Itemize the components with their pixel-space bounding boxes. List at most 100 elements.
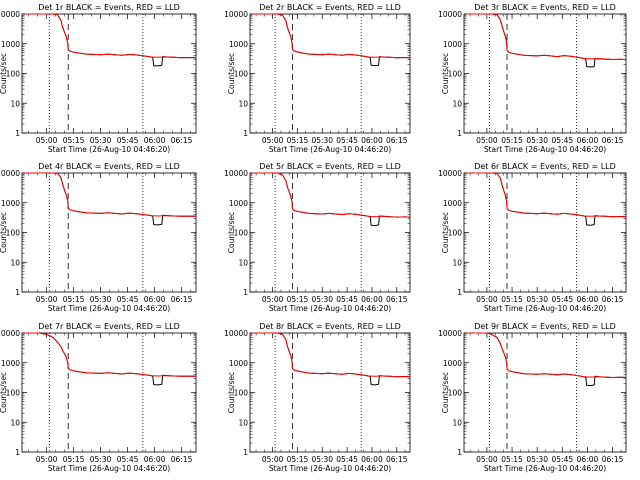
series-line-lld xyxy=(25,332,197,377)
plot-frame xyxy=(463,332,627,453)
y-tick-label: 100 xyxy=(234,229,249,238)
y-tick-label: 100 xyxy=(234,70,249,79)
x-tick-label: 05:00 xyxy=(476,136,498,145)
plot-frame xyxy=(21,13,197,134)
y-axis-label: Counts/sec xyxy=(227,53,236,94)
y-axis-label: Counts/sec xyxy=(0,53,8,94)
y-tick-label: 1000 xyxy=(1,40,20,49)
y-tick-label: 1000 xyxy=(1,199,20,208)
y-tick-label: 1 xyxy=(15,129,20,138)
y-tick-label: 10000 xyxy=(0,329,20,338)
x-tick-label: 05:30 xyxy=(90,455,112,464)
y-tick-label: 10 xyxy=(10,258,20,267)
x-tick-label: 05:45 xyxy=(552,136,574,145)
x-tick-label: 05:15 xyxy=(501,455,523,464)
y-tick-label: 100 xyxy=(448,70,463,79)
y-tick-label: 10 xyxy=(10,99,20,108)
x-axis-label: Start Time (26-Aug-10 04:46:20) xyxy=(48,145,170,154)
series-line-lld xyxy=(252,13,411,59)
y-tick-label: 10000 xyxy=(0,10,20,19)
plot-frame xyxy=(249,172,411,293)
x-tick-label: 05:15 xyxy=(501,295,523,304)
x-tick-label: 05:45 xyxy=(336,136,358,145)
y-tick-label: 10 xyxy=(452,99,462,108)
plot-frame xyxy=(463,172,627,293)
series-line-lld xyxy=(252,172,411,218)
x-axis-label: Start Time (26-Aug-10 04:46:20) xyxy=(269,304,391,313)
x-tick-label: 05:45 xyxy=(117,136,139,145)
series-line-events xyxy=(25,332,197,386)
y-tick-label: 1 xyxy=(243,288,248,297)
series-line-lld xyxy=(25,172,197,217)
detector-panel-2: Det 2r BLACK = Events, RED = LLD 1 10 100 10… xyxy=(224,3,411,154)
y-tick-label: 10 xyxy=(238,418,248,427)
x-tick-label: 06:00 xyxy=(577,136,599,145)
x-tick-label: 06:00 xyxy=(361,455,383,464)
x-tick-label: 05:15 xyxy=(63,295,85,304)
x-tick-label: 05:45 xyxy=(552,295,574,304)
x-tick-label: 05:30 xyxy=(90,136,112,145)
series-line-events xyxy=(466,172,627,226)
series-line-lld xyxy=(466,332,627,378)
x-tick-label: 05:45 xyxy=(117,295,139,304)
x-tick-label: 06:00 xyxy=(144,295,166,304)
y-tick-label: 100 xyxy=(448,229,463,238)
x-axis-label: Start Time (26-Aug-10 04:46:20) xyxy=(484,145,606,154)
y-axis-label: Counts/sec xyxy=(0,212,8,253)
x-tick-label: 05:30 xyxy=(311,136,333,145)
y-tick-label: 10 xyxy=(452,258,462,267)
x-tick-label: 05:30 xyxy=(311,295,333,304)
y-tick-label: 100 xyxy=(234,389,249,398)
x-tick-label: 05:00 xyxy=(262,455,284,464)
series-line-lld xyxy=(25,13,197,59)
series-line-lld xyxy=(252,332,411,378)
x-tick-label: 05:00 xyxy=(476,455,498,464)
panel-title: Det 8r BLACK = Events, RED = LLD xyxy=(259,322,401,331)
x-tick-label: 05:15 xyxy=(63,455,85,464)
y-tick-label: 100 xyxy=(448,389,463,398)
plot-frame xyxy=(21,172,197,293)
y-tick-label: 1000 xyxy=(229,199,248,208)
x-tick-label: 05:45 xyxy=(117,455,139,464)
plot-frame xyxy=(21,332,197,453)
y-axis-label: Counts/sec xyxy=(441,372,450,413)
panel-title: Det 9r BLACK = Events, RED = LLD xyxy=(474,322,616,331)
x-tick-label: 05:30 xyxy=(526,295,548,304)
x-axis-label: Start Time (26-Aug-10 04:46:20) xyxy=(48,304,170,313)
plot-frame xyxy=(463,13,627,134)
x-tick-label: 06:15 xyxy=(171,455,193,464)
x-tick-label: 05:30 xyxy=(311,455,333,464)
x-tick-label: 06:00 xyxy=(144,455,166,464)
y-tick-label: 10000 xyxy=(0,169,20,178)
y-tick-label: 10 xyxy=(10,418,20,427)
detector-panel-6: Det 6r BLACK = Events, RED = LLD 1 10 100 10… xyxy=(438,162,627,313)
detector-panel-1: Det 1r BLACK = Events, RED = LLD 1 10 100 10… xyxy=(0,3,197,154)
y-tick-label: 10000 xyxy=(438,169,462,178)
y-tick-label: 100 xyxy=(6,389,21,398)
x-tick-label: 05:45 xyxy=(336,455,358,464)
y-tick-label: 1 xyxy=(457,288,462,297)
y-tick-label: 1 xyxy=(15,288,20,297)
x-tick-label: 05:15 xyxy=(287,455,309,464)
plot-frame xyxy=(249,332,411,453)
series-line-events xyxy=(252,332,411,386)
panel-title: Det 5r BLACK = Events, RED = LLD xyxy=(259,162,401,171)
panel-title: Det 6r BLACK = Events, RED = LLD xyxy=(474,162,616,171)
x-tick-label: 06:15 xyxy=(386,455,408,464)
x-tick-label: 06:15 xyxy=(171,136,193,145)
x-axis-label: Start Time (26-Aug-10 04:46:20) xyxy=(48,464,170,473)
y-tick-label: 100 xyxy=(6,229,21,238)
x-tick-label: 06:00 xyxy=(361,136,383,145)
panel-title: Det 7r BLACK = Events, RED = LLD xyxy=(38,322,180,331)
y-tick-label: 1000 xyxy=(1,359,20,368)
y-tick-label: 1000 xyxy=(443,40,462,49)
x-tick-label: 05:15 xyxy=(287,295,309,304)
x-tick-label: 05:00 xyxy=(262,295,284,304)
y-tick-label: 1 xyxy=(243,129,248,138)
x-tick-label: 05:15 xyxy=(63,136,85,145)
x-tick-label: 05:45 xyxy=(336,295,358,304)
y-axis-label: Counts/sec xyxy=(0,372,8,413)
y-tick-label: 1000 xyxy=(443,199,462,208)
y-tick-label: 10000 xyxy=(438,329,462,338)
